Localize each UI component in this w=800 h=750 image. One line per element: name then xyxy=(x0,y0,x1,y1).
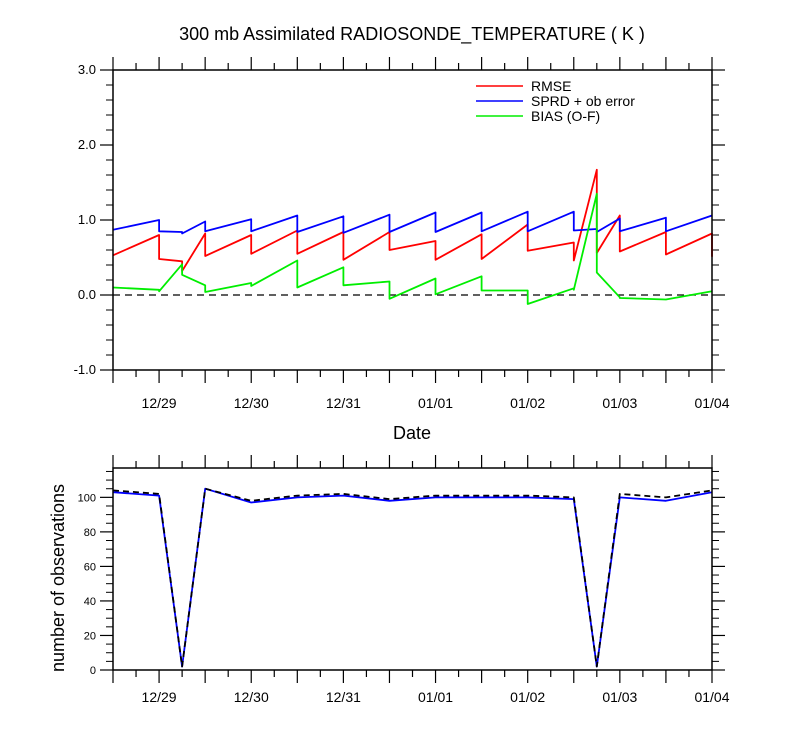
top-x-tick-label: 12/31 xyxy=(326,395,361,411)
bottom-panel: 0 20 40 60 80 100 12/29 12/30 12/31 01/01 01/02 01/… xyxy=(48,455,730,705)
legend-label-rmse: RMSE xyxy=(531,78,571,94)
bottom-y-axis-label: number of observations xyxy=(48,484,68,672)
top-series-bias-o-f xyxy=(112,192,713,305)
bottom-y-tick-label: 20 xyxy=(84,630,96,642)
top-y-tick-label: 2.0 xyxy=(78,137,96,152)
bottom-x-tick-label: 12/29 xyxy=(142,689,177,705)
bottom-series-observations-possible xyxy=(112,487,713,668)
top-series-sprd-ob-error xyxy=(112,210,713,235)
top-x-tick-label: 01/02 xyxy=(510,395,545,411)
top-x-axis-label: Date xyxy=(393,423,431,443)
bottom-series-group xyxy=(112,487,713,668)
chart-title: 300 mb Assimilated RADIOSONDE_TEMPERATUR… xyxy=(179,24,645,45)
top-x-tick-label: 12/30 xyxy=(234,395,269,411)
top-series-rmse xyxy=(112,168,713,272)
bottom-series-observations-used xyxy=(112,487,713,668)
bottom-x-tick-label: 12/30 xyxy=(234,689,269,705)
legend-label-bias: BIAS (O-F) xyxy=(531,108,600,124)
bottom-plot-frame xyxy=(112,467,713,671)
chart-legend: RMSE SPRD + ob error BIAS (O-F) xyxy=(476,78,635,124)
top-y-tick-label: 1.0 xyxy=(78,212,96,227)
top-y-tick-label: -1.0 xyxy=(74,362,96,377)
bottom-axis-ticks: 0 20 40 60 80 100 12/29 12/30 12/31 01/01 01/02 01/… xyxy=(78,455,730,705)
top-x-tick-label: 01/01 xyxy=(418,395,453,411)
top-panel: -1.0 0.0 1.0 2.0 3.0 12/29 12/30 12/31 01/01 01/0… xyxy=(74,57,730,443)
bottom-x-tick-label: 01/01 xyxy=(418,689,453,705)
top-x-tick-label: 12/29 xyxy=(142,395,177,411)
legend-label-sprd: SPRD + ob error xyxy=(531,93,635,109)
bottom-y-tick-label: 40 xyxy=(84,596,96,608)
bottom-x-tick-label: 12/31 xyxy=(326,689,361,705)
bottom-x-tick-label: 01/03 xyxy=(602,689,637,705)
bottom-y-tick-label: 60 xyxy=(84,561,96,573)
top-x-tick-label: 01/03 xyxy=(602,395,637,411)
bottom-y-tick-label: 100 xyxy=(78,492,96,504)
top-series-group xyxy=(112,168,713,305)
bottom-y-tick-label: 80 xyxy=(84,527,96,539)
top-y-tick-label: 3.0 xyxy=(78,62,96,77)
top-axis-ticks: -1.0 0.0 1.0 2.0 3.0 12/29 12/30 12/31 01/01 01/0… xyxy=(74,57,730,411)
top-y-tick-label: 0.0 xyxy=(78,287,96,302)
bottom-y-tick-label: 0 xyxy=(90,665,96,677)
top-plot-frame xyxy=(112,69,713,371)
bottom-x-tick-label: 01/02 xyxy=(510,689,545,705)
top-x-tick-label: 01/04 xyxy=(694,395,729,411)
bottom-x-tick-label: 01/04 xyxy=(694,689,729,705)
